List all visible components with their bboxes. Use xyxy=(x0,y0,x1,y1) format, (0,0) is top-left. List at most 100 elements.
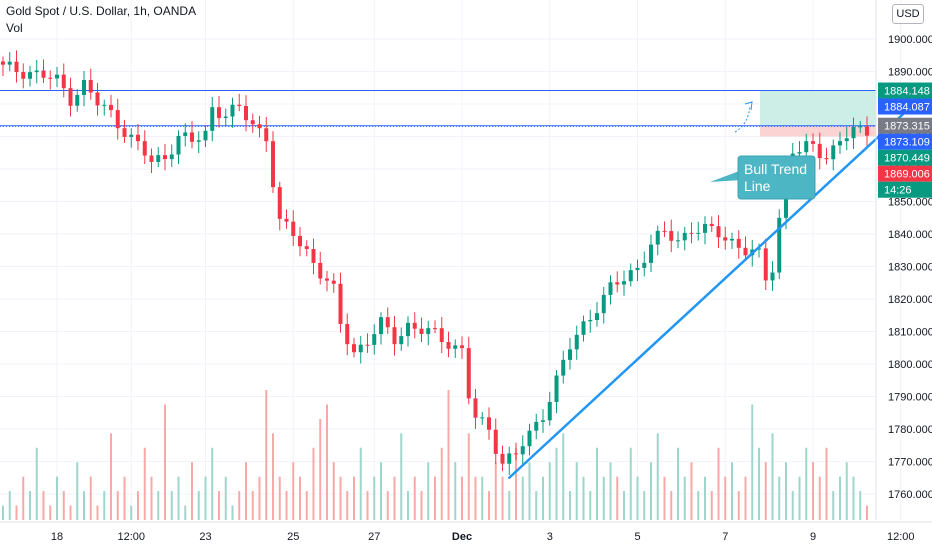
time-axis[interactable]: 18 12:00 23 25 27 Dec 3 5 7 9 12:00 xyxy=(51,531,915,543)
volume-bar xyxy=(751,404,754,520)
candle-body xyxy=(541,420,545,422)
volume-bar xyxy=(447,390,450,520)
callout-box[interactable] xyxy=(737,155,816,200)
volume-bar xyxy=(812,462,814,520)
candle-body xyxy=(257,124,262,129)
candle-body xyxy=(608,282,613,295)
volume-bar xyxy=(535,491,538,520)
currency-button[interactable]: USD xyxy=(892,4,924,24)
candle-body xyxy=(345,324,350,345)
x-tick-label: 3 xyxy=(547,531,553,543)
price-label: 1869.006 xyxy=(884,169,930,181)
volume-bar xyxy=(353,476,355,520)
price-label: 1873.109 xyxy=(884,137,930,149)
candle-body xyxy=(183,132,188,136)
grid xyxy=(0,0,902,520)
stop-zone xyxy=(760,125,876,137)
candle-body xyxy=(480,417,485,419)
candle-body xyxy=(149,155,154,162)
candle-body xyxy=(831,145,836,160)
price-label: 1884.148 xyxy=(884,86,930,98)
candle-body xyxy=(21,72,26,79)
volume-bar xyxy=(76,462,79,520)
candle-body xyxy=(730,238,734,241)
volume-bar xyxy=(211,447,214,520)
volume-bar xyxy=(164,404,166,520)
candle-body xyxy=(7,61,12,65)
candle-body xyxy=(358,344,363,353)
volume-bars xyxy=(2,390,868,520)
candle-body xyxy=(196,140,201,142)
candle-body xyxy=(190,132,194,142)
volume-bar xyxy=(663,476,666,520)
x-tick-label: 25 xyxy=(287,531,299,543)
volume-bar xyxy=(312,447,315,520)
candle-body xyxy=(14,61,19,73)
long-position-tool[interactable] xyxy=(760,90,876,137)
candle-body xyxy=(838,141,842,146)
candle-body xyxy=(210,107,215,131)
volume-bar xyxy=(697,491,700,520)
candle-body xyxy=(142,141,147,156)
volume-indicator-label[interactable]: Vol xyxy=(6,21,23,35)
volume-bar xyxy=(454,462,457,520)
annotation-callout[interactable]: Bull Trend Line xyxy=(710,155,816,200)
candle-body xyxy=(82,79,86,95)
candle-body xyxy=(770,272,775,281)
candle-body xyxy=(561,359,566,376)
y-tick-label: 1890.000 xyxy=(888,67,932,79)
candle-body xyxy=(28,72,32,79)
candle-body xyxy=(473,398,478,418)
volume-bar xyxy=(29,491,31,520)
volume-bar xyxy=(683,476,686,520)
symbol-title[interactable]: Gold Spot / U.S. Dollar, 1h, OANDA xyxy=(6,4,197,18)
candle-body xyxy=(804,141,809,153)
bull-trend-line xyxy=(508,96,923,479)
x-tick-label: 27 xyxy=(368,531,380,543)
x-tick-label: Dec xyxy=(452,531,472,543)
volume-bar xyxy=(582,476,585,520)
volume-bar xyxy=(339,476,342,520)
price-label-bg xyxy=(878,98,932,115)
candle-body xyxy=(709,223,714,227)
price-axis[interactable]: 1760.000 1770.000 1780.000 1790.000 1800.000… xyxy=(888,34,932,501)
volume-bar xyxy=(83,491,85,520)
candle-body xyxy=(419,328,424,335)
volume-bar xyxy=(832,491,835,520)
candle-body xyxy=(682,232,687,241)
volume-bar xyxy=(569,491,571,520)
volume-bar xyxy=(542,476,544,520)
candle-body xyxy=(466,348,471,399)
trend-line[interactable] xyxy=(508,96,923,479)
volume-bar xyxy=(616,476,619,520)
volume-bar xyxy=(771,433,774,520)
candle-body xyxy=(527,430,532,447)
volume-bar xyxy=(150,476,153,520)
candle-body xyxy=(622,281,626,285)
y-tick-label: 1780.000 xyxy=(888,424,932,436)
candle-body xyxy=(554,375,559,402)
volume-bar xyxy=(305,491,308,520)
volume-bar xyxy=(292,462,295,520)
candle-body xyxy=(311,248,316,263)
candle-body xyxy=(129,134,134,137)
candle-body xyxy=(365,344,370,346)
volume-bar xyxy=(589,491,592,520)
candle-body xyxy=(115,110,120,129)
price-label: 1884.087 xyxy=(884,102,930,114)
horizontal-levels[interactable] xyxy=(0,90,876,127)
candle-body xyxy=(379,317,383,335)
volume-bar xyxy=(670,491,673,520)
volume-bar xyxy=(400,433,403,520)
volume-bar xyxy=(650,462,652,520)
price-label: 14:26 xyxy=(884,185,912,197)
candle-body xyxy=(534,421,539,431)
price-label-bg xyxy=(878,149,932,166)
volume-bar xyxy=(704,476,706,520)
candlesticks xyxy=(1,50,869,476)
volume-bar xyxy=(791,491,794,520)
candle-body xyxy=(1,61,5,65)
candle-body xyxy=(507,453,512,464)
